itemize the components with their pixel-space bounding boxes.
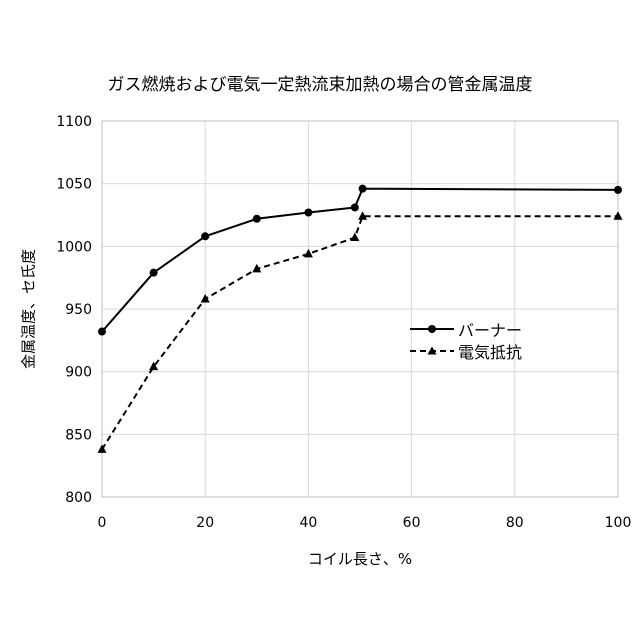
x-tick-label: 20 [196,515,214,531]
series-group [98,185,623,453]
x-tick-label: 100 [605,515,632,531]
legend-swatch-electric [410,344,454,358]
data-point [253,215,261,223]
series-line [102,216,618,449]
legend-item-burner: バーナー [410,318,522,340]
series-burner [98,185,622,336]
y-tick-label: 1000 [56,239,92,255]
series-electric [98,211,623,453]
x-tick-labels: 0 20 40 60 80 100 [98,515,632,531]
legend-label-burner: バーナー [458,317,522,341]
gridlines [102,121,618,497]
legend-swatch-burner [410,322,454,336]
y-tick-label: 800 [65,490,92,506]
data-point [304,208,312,216]
series-line [102,189,618,332]
y-tick-label: 900 [65,365,92,381]
data-point [614,186,622,194]
y-tick-label: 950 [65,302,92,318]
x-axis-label: コイル長さ、% [102,548,618,569]
legend-label-electric: 電気抵抗 [458,339,522,363]
y-tick-label: 1050 [56,177,92,193]
y-tick-label: 1100 [56,114,92,130]
y-tick-label: 850 [65,427,92,443]
x-tick-label: 80 [506,515,524,531]
x-tick-label: 60 [403,515,421,531]
legend-item-electric: 電気抵抗 [410,340,522,362]
x-tick-label: 0 [98,515,107,531]
data-point [350,233,359,242]
data-point [304,249,313,258]
data-point [351,203,359,211]
data-point [150,269,158,277]
legend: バーナー 電気抵抗 [410,318,522,362]
y-axis-label: 金属温度、セ氏度 [18,249,39,369]
data-point [359,185,367,193]
data-point [98,328,106,336]
y-tick-labels: 800 850 900 950 1000 1050 1100 [56,114,92,506]
x-tick-label: 40 [299,515,317,531]
data-point [201,232,209,240]
